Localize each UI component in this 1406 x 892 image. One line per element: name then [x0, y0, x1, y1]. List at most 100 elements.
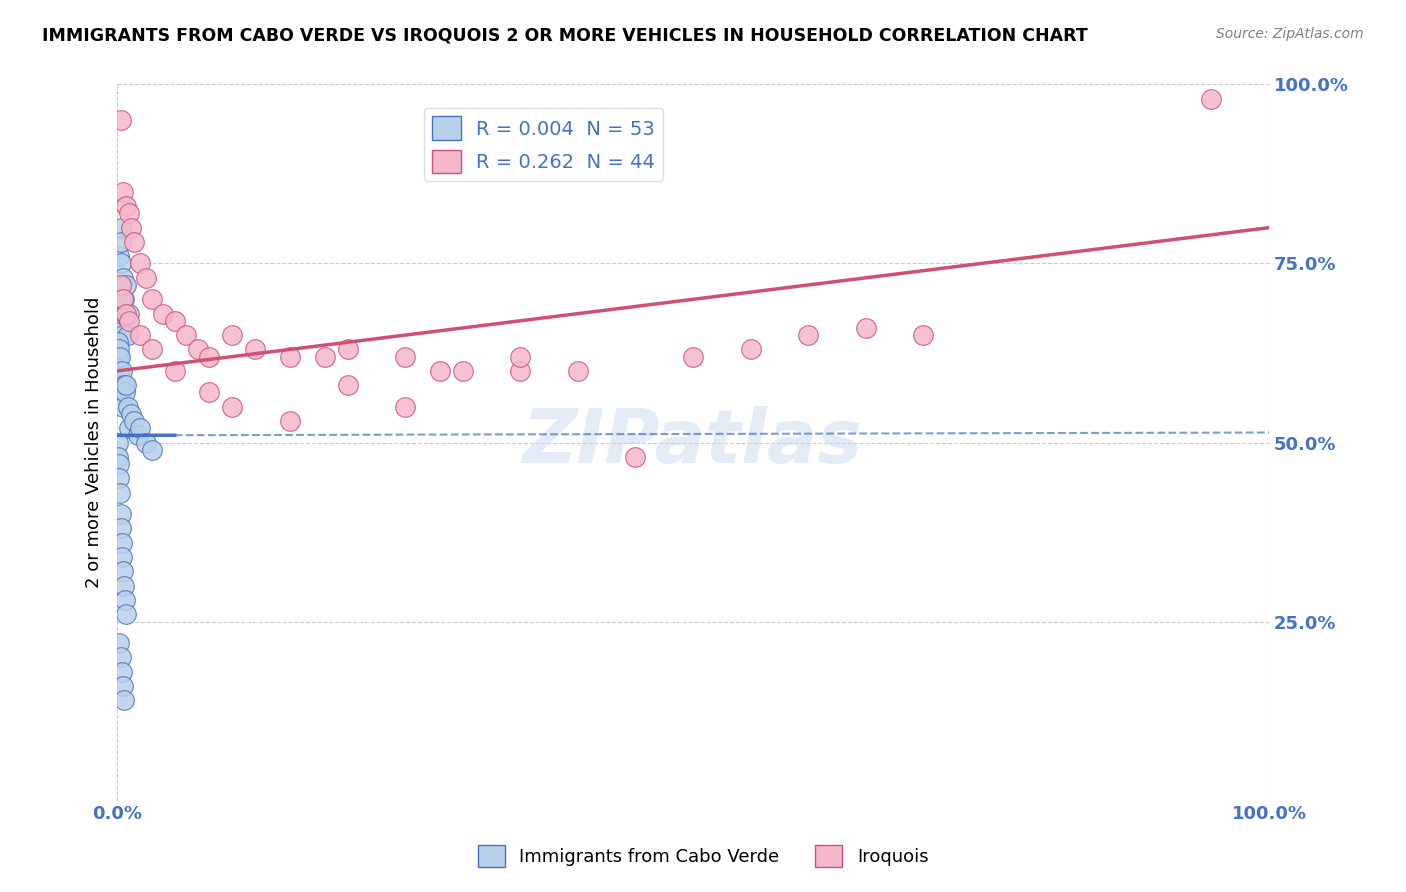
Point [118, 206, 141, 220]
Point [112, 378, 135, 392]
Point [117, 328, 139, 343]
Point [740, 343, 762, 357]
Point [141, 293, 163, 307]
Point [108, 364, 131, 378]
Point [111, 277, 134, 292]
Point [111, 550, 134, 565]
Point [115, 277, 138, 292]
Point [111, 185, 134, 199]
Point [111, 565, 134, 579]
Point [110, 385, 132, 400]
Point [314, 350, 336, 364]
Point [107, 335, 129, 350]
Point [110, 521, 132, 535]
Point [163, 364, 186, 378]
Point [336, 378, 359, 392]
Point [110, 235, 132, 249]
Point [120, 220, 142, 235]
Point [107, 450, 129, 464]
Point [135, 435, 157, 450]
Point [855, 321, 877, 335]
Point [509, 350, 531, 364]
Point [394, 400, 416, 414]
Point [429, 364, 451, 378]
Point [135, 270, 157, 285]
Point [111, 665, 134, 679]
Y-axis label: 2 or more Vehicles in Household: 2 or more Vehicles in Household [86, 297, 103, 588]
Point [111, 307, 134, 321]
Point [108, 471, 131, 485]
Point [221, 328, 243, 343]
Point [624, 450, 647, 464]
Point [187, 343, 209, 357]
Point [1201, 92, 1223, 106]
Point [110, 220, 132, 235]
Point [108, 343, 131, 357]
Point [112, 693, 135, 707]
Point [141, 343, 163, 357]
Point [114, 385, 136, 400]
Point [112, 293, 135, 307]
Point [108, 249, 131, 263]
Point [108, 457, 131, 471]
Point [682, 350, 704, 364]
Point [797, 328, 820, 343]
Point [118, 421, 141, 435]
Point [245, 343, 267, 357]
Text: Source: ZipAtlas.com: Source: ZipAtlas.com [1216, 27, 1364, 41]
Point [118, 307, 141, 321]
Point [110, 113, 132, 128]
Point [567, 364, 589, 378]
Point [115, 307, 138, 321]
Point [111, 270, 134, 285]
Text: ZIPatlas: ZIPatlas [523, 406, 863, 479]
Legend: R = 0.004  N = 53, R = 0.262  N = 44: R = 0.004 N = 53, R = 0.262 N = 44 [423, 109, 662, 181]
Point [114, 593, 136, 607]
Point [129, 256, 152, 270]
Point [336, 343, 359, 357]
Point [394, 350, 416, 364]
Point [107, 350, 129, 364]
Point [108, 485, 131, 500]
Point [115, 378, 138, 392]
Point [198, 350, 221, 364]
Point [120, 407, 142, 421]
Point [278, 350, 301, 364]
Point [115, 199, 138, 213]
Point [110, 507, 132, 521]
Point [108, 277, 131, 292]
Point [110, 378, 132, 392]
Point [108, 350, 131, 364]
Point [127, 428, 149, 442]
Point [111, 400, 134, 414]
Point [129, 328, 152, 343]
Point [124, 414, 146, 428]
Point [912, 328, 935, 343]
Point [221, 400, 243, 414]
Point [152, 307, 174, 321]
Point [117, 400, 139, 414]
Point [509, 364, 531, 378]
Point [111, 293, 134, 307]
Point [278, 414, 301, 428]
Point [107, 435, 129, 450]
Point [451, 364, 474, 378]
Point [107, 314, 129, 328]
Point [129, 421, 152, 435]
Point [110, 277, 132, 292]
Point [115, 607, 138, 622]
Point [110, 256, 132, 270]
Point [111, 328, 134, 343]
Point [114, 307, 136, 321]
Point [111, 679, 134, 693]
Point [111, 364, 134, 378]
Point [141, 442, 163, 457]
Point [163, 314, 186, 328]
Point [112, 579, 135, 593]
Point [108, 636, 131, 650]
Point [110, 650, 132, 665]
Point [118, 314, 141, 328]
Text: IMMIGRANTS FROM CABO VERDE VS IROQUOIS 2 OR MORE VEHICLES IN HOUSEHOLD CORRELATI: IMMIGRANTS FROM CABO VERDE VS IROQUOIS 2… [42, 27, 1088, 45]
Point [176, 328, 198, 343]
Point [111, 536, 134, 550]
